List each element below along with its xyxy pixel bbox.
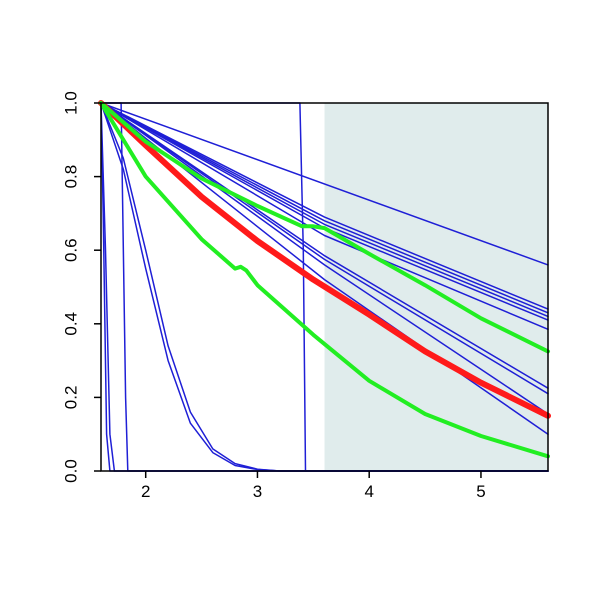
plot-frame [100, 102, 549, 472]
series-line-blue-9 [100, 102, 549, 415]
y-axis: 0.0 0.2 0.4 0.6 0.8 1.0 [61, 91, 101, 483]
series-line-blue-4 [100, 102, 549, 318]
y-tick-label: 0.8 [61, 165, 80, 189]
y-tick-label: 0.6 [61, 238, 80, 262]
series-line-blue-6 [100, 102, 549, 331]
x-tick-label: 3 [253, 482, 262, 501]
series-line-blue-7 [100, 102, 549, 389]
series-line-blue-8 [100, 102, 549, 395]
x-tick-label: 5 [476, 482, 485, 501]
y-tick-label: 0.0 [61, 459, 80, 483]
x-axis: 2 3 4 5 [141, 471, 486, 501]
series-line-blue-3 [100, 102, 549, 314]
series-line-blue-1 [100, 102, 549, 266]
x-tick-label: 4 [364, 482, 373, 501]
shaded-region [324, 103, 548, 471]
series-line-blue-12 [100, 102, 549, 472]
y-tick-label: 0.2 [61, 386, 80, 410]
series-line-blue-2 [100, 102, 549, 310]
y-tick-label: 1.0 [61, 91, 80, 115]
series-line-green-19 [99, 101, 550, 459]
x-tick-label: 2 [141, 482, 150, 501]
series-line-red-17 [98, 100, 551, 419]
series-line-green-18 [99, 101, 550, 354]
y-tick-label: 0.4 [61, 312, 80, 336]
